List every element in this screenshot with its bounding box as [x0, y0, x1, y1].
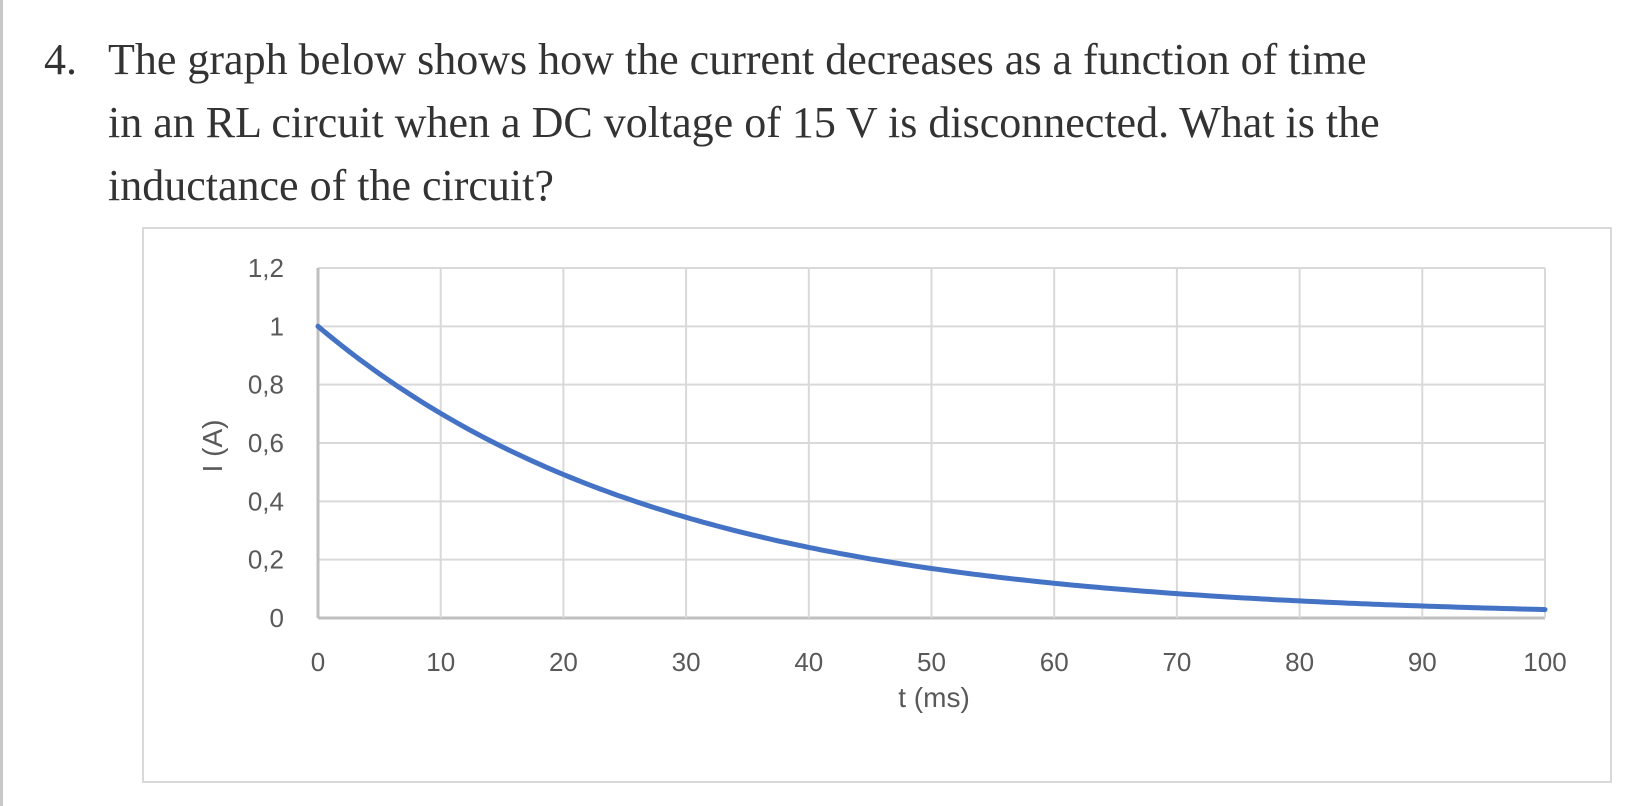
- current-series-line: [315, 323, 1548, 613]
- question-number: 4.: [44, 35, 77, 84]
- y-tick-label: 0,4: [248, 486, 284, 516]
- x-tick-label: 70: [1162, 647, 1191, 677]
- y-axis-ticks: 0 0,2 0,4 0,6 0,8 1 1,2: [248, 253, 284, 633]
- x-tick-label: 90: [1408, 647, 1437, 677]
- x-axis-ticks: 0 10 20 30 40 50 60 70 80 90 100: [311, 647, 1567, 677]
- y-tick-label: 1,2: [248, 253, 284, 283]
- x-tick-label: 40: [794, 647, 823, 677]
- y-axis-label: I (A): [197, 420, 228, 473]
- question-text: The graph below shows how the current de…: [108, 28, 1608, 217]
- x-tick-label: 50: [917, 647, 946, 677]
- x-tick-label: 0: [311, 647, 325, 677]
- question-line: in an RL circuit when a DC voltage of 15…: [108, 98, 1380, 147]
- x-tick-label: 30: [672, 647, 701, 677]
- x-tick-label: 20: [549, 647, 578, 677]
- y-tick-label: 0,2: [248, 545, 284, 575]
- x-axis-label: t (ms): [898, 682, 970, 713]
- x-tick-label: 100: [1523, 647, 1566, 677]
- question-line: The graph below shows how the current de…: [108, 35, 1367, 84]
- x-tick-label: 80: [1285, 647, 1314, 677]
- y-tick-label: 0,8: [248, 370, 284, 400]
- current-decay-chart: 0 0,2 0,4 0,6 0,8 1 1,2 0 10 20 30 40 50 60 70 80 90 100…: [197, 253, 1567, 713]
- y-tick-label: 0: [270, 603, 284, 633]
- y-tick-label: 1: [270, 311, 284, 341]
- chart-grid: [316, 267, 1546, 620]
- y-tick-label: 0,6: [248, 428, 284, 458]
- chart-frame: 0 0,2 0,4 0,6 0,8 1 1,2 0 10 20 30 40 50 60 70 80 90 100…: [142, 227, 1612, 783]
- x-tick-label: 10: [426, 647, 455, 677]
- page-left-border: [0, 0, 3, 806]
- question-line: inductance of the circuit?: [108, 161, 554, 210]
- x-tick-label: 60: [1040, 647, 1069, 677]
